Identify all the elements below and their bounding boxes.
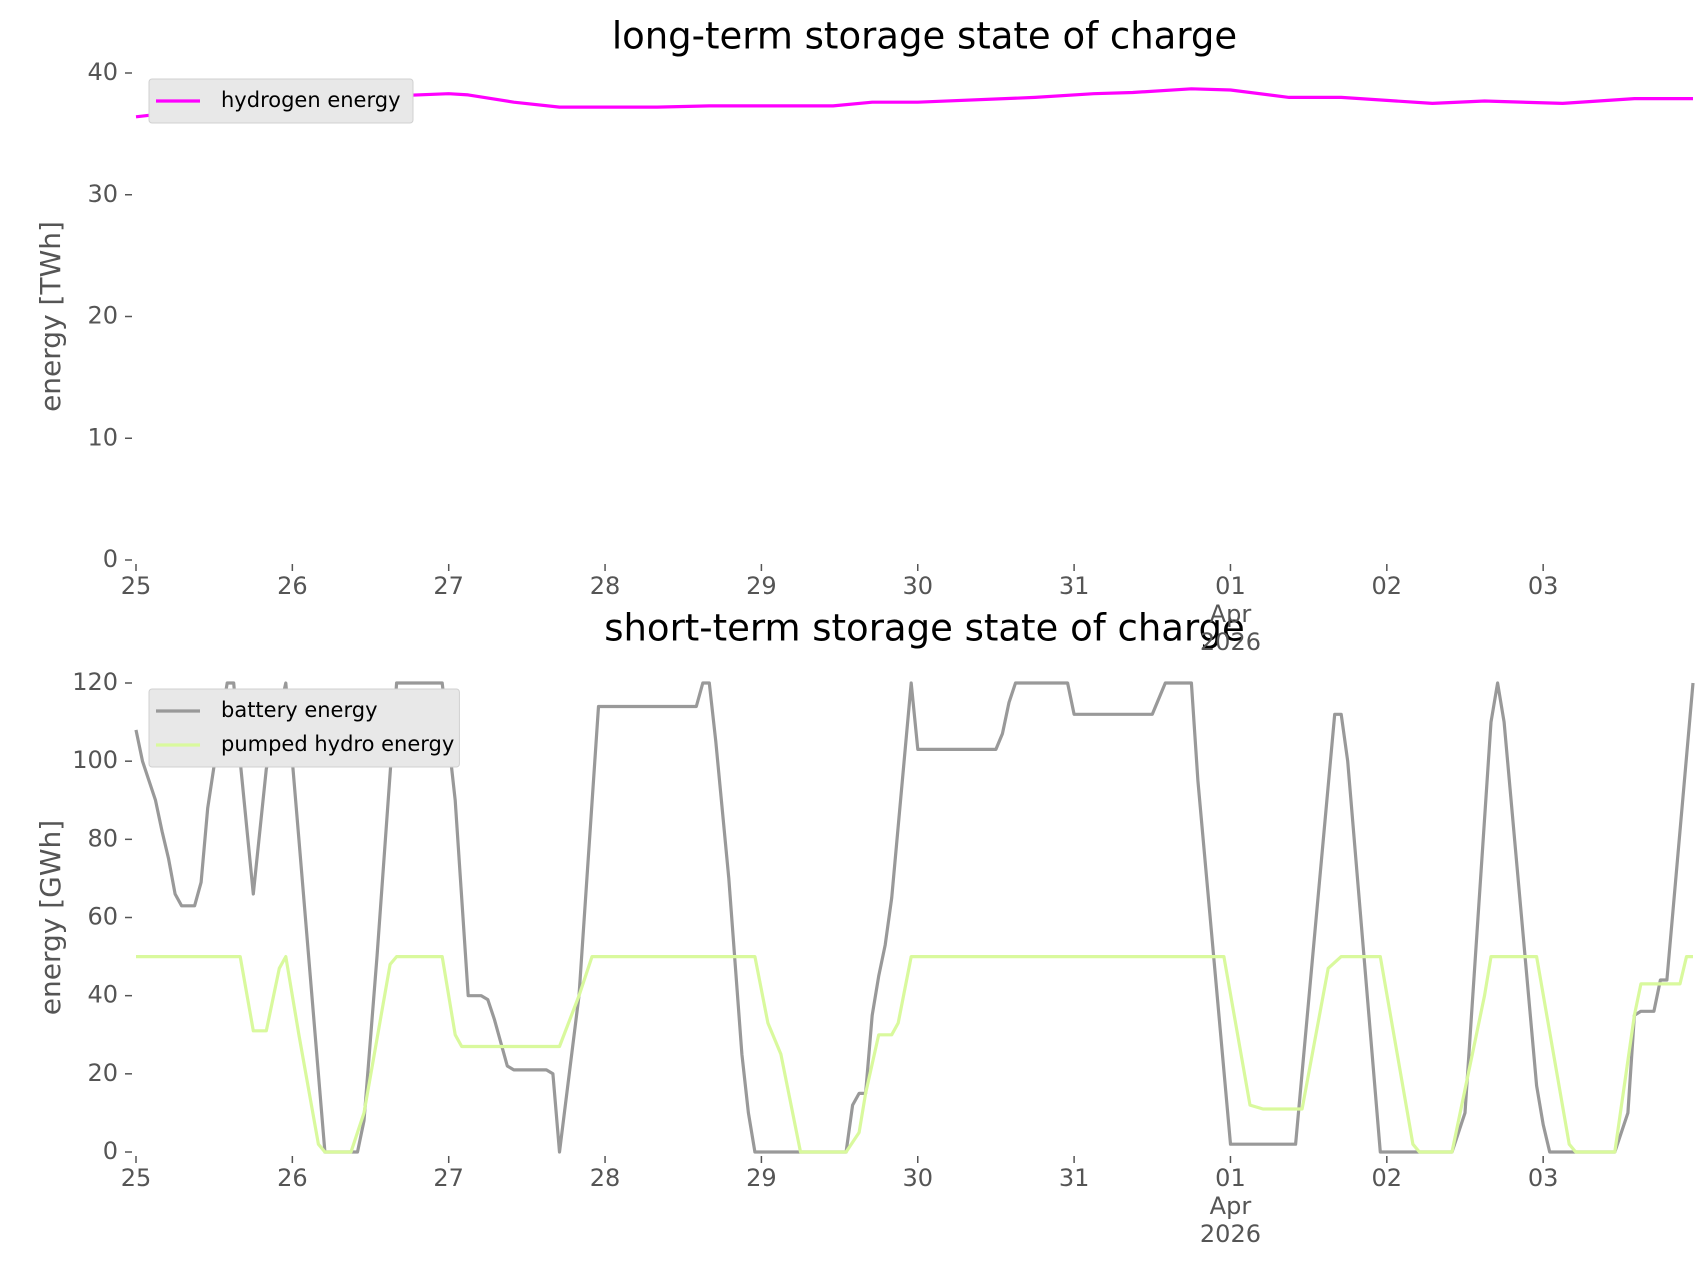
y-tick-label: 0 [103,1137,118,1165]
x-tick-label: 02 [1371,572,1403,600]
y-tick-label: 20 [87,302,118,330]
x-tick-label: 30 [902,572,934,600]
x-tick-label: 29 [746,572,777,600]
x-tick-label: 31 [1058,1164,1090,1192]
y-tick-label: 40 [87,58,118,86]
x-tick-label: 26 [277,572,308,600]
legend: battery energy pumped hydro energy [148,688,460,768]
chart-title: short-term storage state of charge [604,607,1245,650]
x-tick-label: 30 [902,1164,934,1192]
x-tick-label: 25 [120,1164,152,1192]
x-tick-label: 28 [589,1164,621,1192]
x-tick-label: 26 [277,1164,308,1192]
x-tick-label: 28 [589,572,621,600]
x-tick-label: 02 [1371,1164,1403,1192]
y-axis-label: energy [GWh] [34,820,67,1015]
x-tick-label: 03 [1527,572,1559,600]
chart-title: long-term storage state of charge [612,15,1237,58]
x-tick-label: 25 [120,572,152,600]
legend-label: pumped hydro energy [221,732,454,756]
y-tick-label: 30 [87,180,118,208]
y-tick-label: 60 [87,903,118,931]
y-tick-label: 120 [72,668,118,696]
y-tick-label: 100 [72,746,118,774]
x-tick-label: 29 [746,1164,777,1192]
legend-label: battery energy [221,698,378,722]
x-tick-label: 01 Apr 2026 [1199,572,1261,656]
legend-box [148,78,414,124]
legend-box [148,688,460,768]
x-tick-label: 27 [433,572,464,600]
y-tick-label: 10 [87,423,118,451]
x-tick-label: 01 Apr 2026 [1199,1164,1261,1248]
legend: hydrogen energy [148,78,414,124]
y-tick-label: 80 [87,824,118,852]
x-tick-label: 03 [1527,1164,1559,1192]
series-line [134,681,1695,1154]
x-tick-label: 31 [1058,572,1090,600]
y-axis-label: energy [TWh] [34,221,67,412]
legend-label: hydrogen energy [221,88,401,112]
series-line [135,87,1693,119]
x-tick-label: 27 [433,1164,464,1192]
y-tick-label: 40 [87,981,118,1009]
y-tick-label: 0 [103,545,118,573]
y-tick-label: 20 [87,1059,118,1087]
series-line [136,955,1693,1154]
